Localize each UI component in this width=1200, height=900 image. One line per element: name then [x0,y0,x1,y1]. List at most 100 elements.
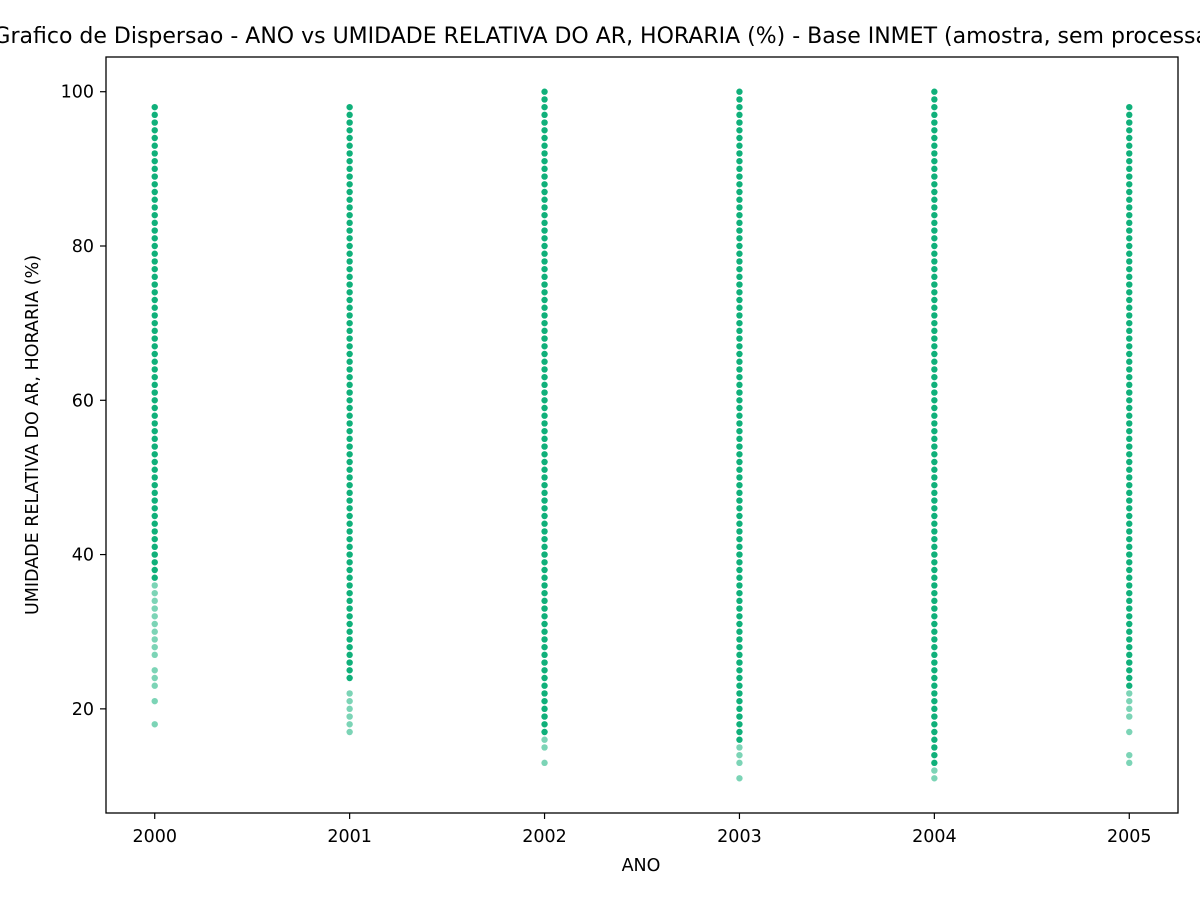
scatter-point [541,350,548,358]
scatter-point [151,435,158,443]
scatter-point [931,481,938,489]
scatter-point [541,412,548,419]
scatter-point [541,744,548,751]
scatter-point [1126,142,1133,149]
scatter-point [736,227,743,234]
scatter-point [931,597,938,605]
scatter-point [931,559,938,566]
scatter-point [1126,520,1133,527]
scatter-point [346,358,353,365]
scatter-point [151,497,158,504]
scatter-point [346,435,353,443]
scatter-point [736,412,743,419]
scatter-point [346,451,353,458]
scatter-point [346,697,353,705]
scatter-point [931,620,938,628]
scatter-point [931,744,938,751]
scatter-point [151,582,158,589]
scatter-point [736,88,743,95]
scatter-point [541,273,548,281]
scatter-point [931,651,938,659]
scatter-point [931,296,938,304]
y-tick-label: 60 [72,391,94,411]
scatter-point [151,157,158,165]
scatter-point [346,582,353,589]
scatter-point [736,512,743,520]
scatter-point [1126,335,1133,342]
scatter-point [346,134,353,142]
scatter-point [541,474,548,481]
scatter-point [151,636,158,643]
scatter-point [736,458,743,466]
scatter-point [541,651,548,659]
scatter-point [541,574,548,581]
scatter-point [1126,273,1133,281]
scatter-point [541,497,548,504]
scatter-point [736,327,743,335]
scatter-point [346,327,353,335]
scatter-point [151,327,158,335]
scatter-point [931,211,938,219]
scatter-point [931,350,938,358]
scatter-point [346,165,353,173]
scatter-point [1126,373,1133,381]
scatter-point [151,451,158,458]
scatter-point [1126,258,1133,265]
scatter-point [151,227,158,234]
scatter-point [931,543,938,551]
scatter-point [346,188,353,196]
scatter-point [151,150,158,157]
scatter-point [931,705,938,713]
scatter-point [346,613,353,620]
scatter-point [931,235,938,242]
scatter-point [151,651,158,659]
chart-title: Grafico de Dispersao - ANO vs UMIDADE RE… [0,24,1200,49]
scatter-point [931,111,938,119]
scatter-point [1126,404,1133,412]
scatter-point [1126,559,1133,566]
scatter-point [151,281,158,288]
scatter-point [151,512,158,520]
scatter-point [346,597,353,605]
scatter-point [346,397,353,404]
scatter-point [1126,705,1133,713]
scatter-point [931,643,938,651]
scatter-point [1126,103,1133,111]
scatter-point [931,528,938,535]
scatter-point [931,258,938,265]
scatter-point [541,373,548,381]
scatter-point [346,373,353,381]
scatter-point [931,775,938,782]
scatter-point [541,312,548,319]
scatter-point [151,597,158,605]
scatter-point [346,566,353,574]
scatter-point [541,435,548,443]
scatter-point [346,350,353,358]
scatter-point [1126,481,1133,489]
scatter-point [1126,613,1133,620]
scatter-point [151,721,158,728]
scatter-point [736,643,743,651]
scatter-point [346,628,353,635]
scatter-point [151,142,158,149]
scatter-point [736,258,743,265]
scatter-point [151,559,158,566]
scatter-point [736,775,743,782]
scatter-point [931,366,938,373]
scatter-point [346,721,353,728]
scatter-point [151,458,158,466]
scatter-point [1126,134,1133,142]
scatter-point [346,366,353,373]
scatter-point [541,258,548,265]
scatter-point [736,451,743,458]
scatter-point [346,497,353,504]
scatter-point [346,142,353,149]
scatter-point [931,582,938,589]
scatter-point [541,713,548,720]
scatter-point [736,127,743,134]
scatter-point [541,404,548,412]
scatter-point [346,157,353,165]
scatter-point [931,373,938,381]
scatter-point [346,242,353,250]
scatter-point [1126,235,1133,242]
